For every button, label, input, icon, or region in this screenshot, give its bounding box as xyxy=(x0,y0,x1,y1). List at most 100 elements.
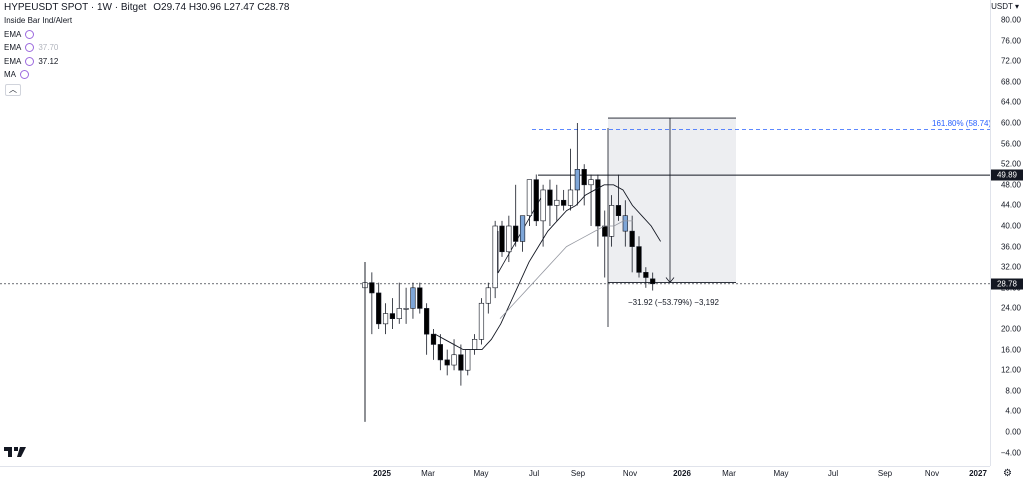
candle-body xyxy=(396,308,402,319)
ema-fast-line xyxy=(434,184,661,351)
indicator-ema-1[interactable]: EMA xyxy=(4,30,38,39)
candle-body xyxy=(636,246,642,273)
price-chart[interactable] xyxy=(0,0,990,466)
loading-icon xyxy=(25,43,35,52)
loading-icon xyxy=(20,70,29,79)
indicator-name: EMA xyxy=(4,43,22,52)
candle-body xyxy=(499,225,505,253)
currency-selector[interactable]: USDT ▾ xyxy=(991,2,1019,11)
price-tick: 64.00 xyxy=(1000,97,1021,107)
indicator-name: EMA xyxy=(4,30,22,39)
indicator-name: MA xyxy=(4,70,16,79)
candle-body xyxy=(417,287,423,309)
measure-box xyxy=(608,118,736,283)
candle-body xyxy=(581,169,587,186)
price-tick: 32.00 xyxy=(1000,262,1021,272)
candle-body xyxy=(389,313,396,319)
candle-body xyxy=(424,308,430,335)
price-tick: 0.00 xyxy=(1005,427,1021,437)
tradingview-logo-icon xyxy=(4,447,26,457)
chevron-down-icon: ▾ xyxy=(1014,2,1019,11)
candle-body xyxy=(369,282,375,294)
candle-body xyxy=(567,189,574,206)
indicator-value: 37.12 xyxy=(38,57,59,66)
time-label: Sep xyxy=(877,469,893,478)
fib-extension-label: 161.80% (58.74) xyxy=(932,119,992,128)
candle-body xyxy=(444,359,450,366)
loading-icon xyxy=(25,57,35,66)
time-label: Sep xyxy=(570,469,586,478)
price-tick: 36.00 xyxy=(1000,242,1021,252)
price-tick: 68.00 xyxy=(1000,77,1021,87)
indicator-name: Inside Bar Ind/Alert xyxy=(4,16,73,25)
gear-icon[interactable]: ⚙ xyxy=(1003,468,1012,479)
candle-body xyxy=(547,189,553,206)
candle-body xyxy=(465,349,471,371)
candle-body xyxy=(595,179,601,227)
candle-body xyxy=(561,199,567,206)
price-tick: 24.00 xyxy=(1000,303,1021,313)
loading-icon xyxy=(25,30,35,39)
indicator-ma[interactable]: MA xyxy=(4,70,29,79)
candle-body xyxy=(382,313,389,325)
tradingview-logo[interactable] xyxy=(4,446,26,462)
measure-arrow-head xyxy=(665,277,675,284)
time-label: Jul xyxy=(827,469,839,478)
chevron-up-icon: ︿ xyxy=(9,85,17,94)
price-tick: 72.00 xyxy=(1000,56,1021,66)
candle-body xyxy=(602,225,608,237)
indicator-ema-3[interactable]: EMA 37.12 xyxy=(4,57,58,66)
symbol-legend[interactable]: HYPEUSDT SPOT · 1W · Bitget O29.74 H30.9… xyxy=(4,2,289,13)
chart-area[interactable]: HYPEUSDT SPOT · 1W · Bitget O29.74 H30.9… xyxy=(0,0,992,466)
candle-body xyxy=(376,292,382,325)
price-axis[interactable]: USDT ▾ 80.00 76.00 72.00 68.00 64.00 60.00 56.… xyxy=(990,0,1024,466)
price-tick: 16.00 xyxy=(1000,345,1021,355)
time-label: May xyxy=(473,469,489,478)
time-label: Jul xyxy=(528,469,540,478)
price-tick: 52.00 xyxy=(1000,159,1021,169)
candle-body xyxy=(533,179,539,222)
level-price-label: 49.89 xyxy=(991,169,1023,181)
candle-body xyxy=(526,179,532,216)
price-tick: 48.00 xyxy=(1000,180,1021,190)
candle-body xyxy=(410,287,416,309)
indicator-name: EMA xyxy=(4,57,22,66)
indicator-inside-bar[interactable]: Inside Bar Ind/Alert xyxy=(4,16,72,25)
price-tick: 76.00 xyxy=(1000,36,1021,46)
candle-body xyxy=(492,225,498,289)
indicator-ema-2[interactable]: EMA 37.70 xyxy=(4,43,58,52)
time-label: Nov xyxy=(924,469,940,478)
candle-body xyxy=(615,205,622,216)
candle-body xyxy=(403,308,409,310)
time-axis[interactable]: 2025 Mar May Jul Sep Nov 2026 Mar May Jul Sep Nov 20… xyxy=(0,466,990,482)
candle-body xyxy=(451,354,457,366)
candle-body xyxy=(437,344,443,361)
candle-body xyxy=(471,338,478,350)
time-label: 2027 xyxy=(969,469,987,478)
price-tick: 40.00 xyxy=(1000,221,1021,231)
price-tick: 12.00 xyxy=(1000,365,1021,375)
candle-body xyxy=(478,302,485,340)
candle-body xyxy=(643,272,649,278)
candle-body xyxy=(574,169,580,191)
candle-body xyxy=(650,278,656,285)
price-tick: 44.00 xyxy=(1000,200,1021,210)
measure-label: −31.92 (−53.79%) −3,192 xyxy=(628,298,719,307)
candle-body xyxy=(485,287,491,304)
candle-body xyxy=(629,230,635,247)
price-tick: 20.00 xyxy=(1000,324,1021,334)
price-tick: 60.00 xyxy=(1000,118,1021,128)
time-label: Mar xyxy=(421,469,435,478)
candle-body xyxy=(622,215,628,232)
candle-body xyxy=(554,199,560,206)
symbol-title[interactable]: HYPEUSDT SPOT · 1W · Bitget xyxy=(4,2,147,13)
time-label: May xyxy=(773,469,789,478)
candle-body xyxy=(506,225,512,253)
price-tick: 4.00 xyxy=(1005,406,1021,416)
price-tick: 8.00 xyxy=(1005,386,1021,396)
last-price-label: 28.78 xyxy=(991,278,1023,290)
time-label: Mar xyxy=(722,469,736,478)
candle-body xyxy=(588,179,594,186)
candle-body xyxy=(430,333,437,345)
collapse-legend-button[interactable]: ︿ xyxy=(5,84,21,96)
